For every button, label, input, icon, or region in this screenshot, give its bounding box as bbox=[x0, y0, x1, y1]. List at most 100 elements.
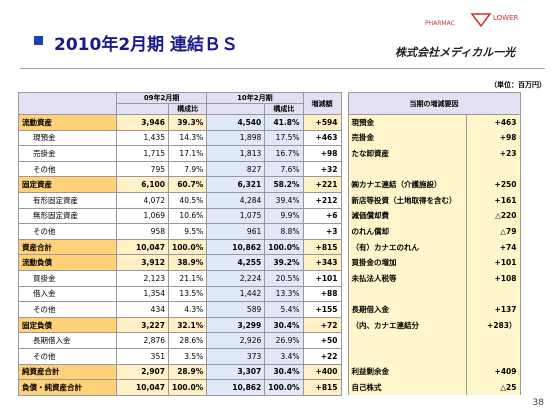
cell: 41.8% bbox=[264, 114, 304, 131]
cell bbox=[347, 348, 467, 364]
cell: +32 bbox=[302, 160, 342, 178]
cell: （内、カナエ連結分 bbox=[347, 317, 467, 333]
cell: +815 bbox=[302, 238, 342, 256]
cell: 3.4% bbox=[264, 347, 304, 365]
cell: 38.9% bbox=[167, 254, 208, 271]
cell: 当期の増減要因 bbox=[347, 92, 521, 115]
row: 資産合計 10,047 100.0% 10,862 100.0% +815 （有）カナエのれ… bbox=[18, 238, 521, 256]
cell bbox=[341, 177, 348, 193]
cell: 流動負債 bbox=[18, 254, 117, 271]
row: 無形固定資産 1,069 10.6% 1,075 9.9% +6 減価償却費 △220 bbox=[18, 207, 521, 225]
cell: 自己株式 bbox=[347, 379, 467, 396]
cell: 有形固定資産 bbox=[18, 191, 117, 209]
row: 有形固定資産 4,072 40.5% 4,284 39.4% +212 新店等投資（土地取得… bbox=[18, 191, 521, 209]
cell bbox=[341, 348, 348, 364]
cell: 構成比 bbox=[264, 103, 304, 115]
row: 構成比 構成比 bbox=[19, 103, 521, 115]
cell: +409 bbox=[465, 364, 521, 380]
cell: 09年2月期 bbox=[115, 92, 208, 104]
cell: 17.1% bbox=[167, 145, 208, 162]
cell: +74 bbox=[465, 239, 521, 255]
cell: 958 bbox=[116, 223, 169, 240]
row: その他 795 7.9% 827 7.6% +32 bbox=[18, 160, 521, 178]
cell: 10,047 bbox=[116, 379, 169, 396]
cell: +212 bbox=[302, 191, 342, 209]
cell: 26.9% bbox=[264, 332, 304, 349]
row: その他 434 4.3% 589 5.4% +155 長期借入金 +137 bbox=[18, 301, 521, 318]
cell: 3,946 bbox=[116, 114, 169, 131]
cell bbox=[341, 130, 348, 146]
row: 流動資産 3,946 39.3% 4,540 41.8% +594 現預金 +463 bbox=[18, 114, 521, 131]
cell: 28.6% bbox=[167, 332, 208, 349]
title-bullet bbox=[34, 36, 43, 45]
cell: その他 bbox=[18, 223, 117, 240]
cell bbox=[347, 332, 467, 349]
cell: 構成比 bbox=[167, 103, 208, 115]
row: 固定負債 3,227 32.1% 3,299 30.4% +72 （内、カナエ連結分 +283… bbox=[18, 316, 521, 334]
cell: 100.0% bbox=[264, 238, 304, 256]
unit-note: （単位：百万円） bbox=[490, 81, 546, 89]
row: 09年2月期 10年2月期 増減額 当期の増減要因 bbox=[18, 92, 521, 115]
cell: +108 bbox=[465, 270, 521, 287]
cell: 負債・純資産合計 bbox=[18, 379, 117, 396]
cell: のれん償却 bbox=[347, 223, 467, 240]
cell: 13.3% bbox=[264, 285, 304, 303]
company-name: 株式会社メディカル一光 bbox=[395, 46, 516, 59]
cell: 589 bbox=[206, 301, 266, 318]
cell: 10,862 bbox=[206, 379, 266, 396]
cell: 961 bbox=[206, 223, 266, 240]
cell: +815 bbox=[302, 379, 342, 396]
cell: 3,307 bbox=[206, 363, 266, 381]
bs-table: 09年2月期 10年2月期 増減額 当期の増減要因 構成比 構成比 流動資産 3,946 39.… bbox=[18, 92, 521, 396]
row: 流動負債 3,912 38.9% 4,255 39.2% +343 買掛金の増加 +101 bbox=[18, 254, 521, 271]
cell: 4,540 bbox=[206, 114, 266, 131]
cell: 売掛金 bbox=[347, 130, 467, 146]
cell: 827 bbox=[206, 160, 266, 178]
cell: 4,255 bbox=[206, 254, 266, 271]
cell: 17.5% bbox=[264, 129, 304, 147]
cell: 10,047 bbox=[116, 238, 169, 256]
cell bbox=[341, 364, 348, 380]
cell: +594 bbox=[302, 114, 342, 131]
cell: 現預金 bbox=[347, 114, 467, 131]
slide-title: 2010年2月期 連結ＢＳ bbox=[54, 35, 239, 55]
cell: （有）カナエのれん bbox=[347, 239, 467, 255]
cell: 4,284 bbox=[206, 191, 266, 209]
cell: 7.9% bbox=[167, 160, 208, 178]
cell: 4.3% bbox=[167, 301, 208, 318]
row: 固定資産 6,100 60.7% 6,321 58.2% +221 ㈱カナエ連結（介護施設）… bbox=[18, 176, 521, 193]
logo-text: LOWER bbox=[493, 14, 519, 22]
cell: △79 bbox=[465, 223, 521, 240]
cell: +98 bbox=[465, 130, 521, 146]
row: 買掛金 2,123 21.1% 2,224 20.5% +101 未払法人税等 +108 bbox=[18, 269, 521, 287]
cell bbox=[341, 192, 348, 208]
cell: 1,354 bbox=[116, 285, 169, 303]
cell: 4,072 bbox=[116, 191, 169, 209]
cell: 1,075 bbox=[206, 207, 266, 225]
cell: 買掛金 bbox=[18, 269, 117, 287]
cell: 795 bbox=[116, 160, 169, 178]
cell: +283） bbox=[465, 317, 521, 333]
row: 借入金 1,354 13.5% 1,442 13.3% +88 bbox=[18, 285, 521, 303]
cell: +72 bbox=[302, 316, 342, 334]
cell bbox=[341, 255, 348, 271]
cell: 8.8% bbox=[264, 223, 304, 240]
cell: +101 bbox=[302, 269, 342, 287]
cell: 100.0% bbox=[167, 379, 208, 396]
cell: 1,813 bbox=[206, 145, 266, 162]
cell bbox=[341, 208, 348, 224]
cell: 売掛金 bbox=[18, 145, 117, 162]
cell: 16.7% bbox=[264, 145, 304, 162]
cell: 2,907 bbox=[116, 363, 169, 381]
cell: 30.4% bbox=[264, 363, 304, 381]
cell: 流動資産 bbox=[18, 114, 117, 131]
cell: 58.2% bbox=[264, 176, 304, 193]
logo-text: PHARMAC bbox=[425, 20, 455, 27]
cell: 3,912 bbox=[116, 254, 169, 271]
cell: +23 bbox=[465, 145, 521, 162]
cell: 未払法人税等 bbox=[347, 270, 467, 287]
row: その他 351 3.5% 373 3.4% +22 bbox=[18, 347, 521, 365]
cell: △25 bbox=[465, 379, 521, 396]
cell: 固定負債 bbox=[18, 316, 117, 334]
cell: 新店等投資（土地取得を含む） bbox=[347, 192, 467, 209]
